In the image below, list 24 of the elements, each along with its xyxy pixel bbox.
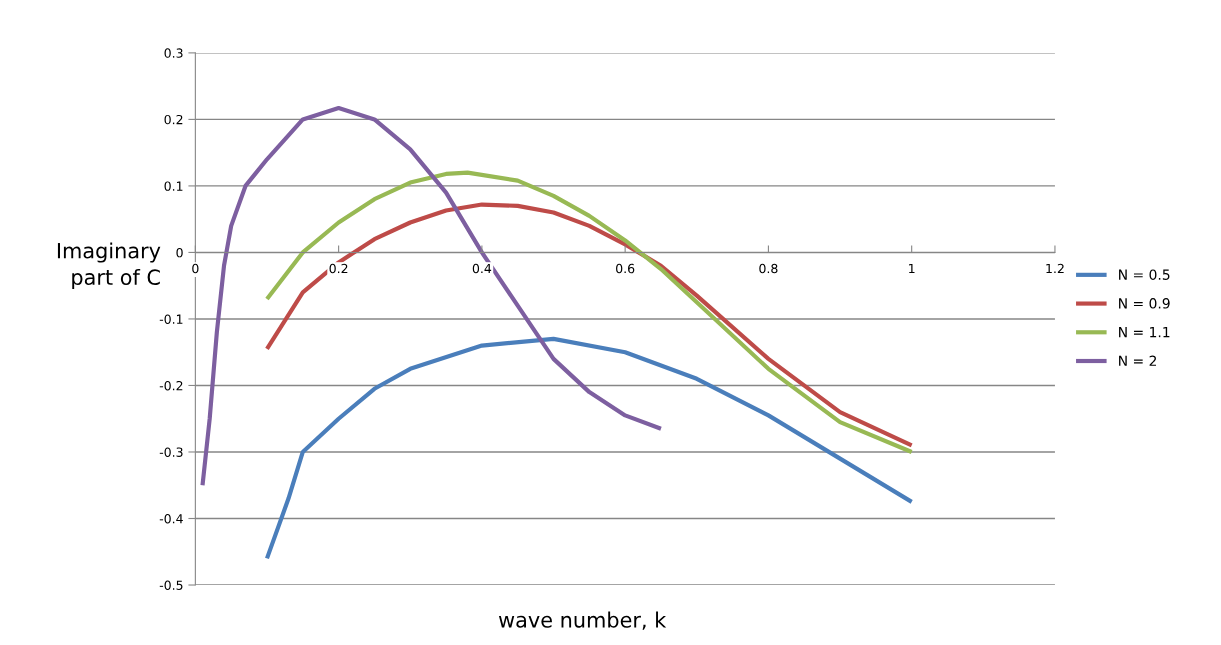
x-tick-label: 0.8 (759, 263, 778, 274)
y-tick-label: -0.2 (159, 380, 183, 391)
y-tick-label: -0.3 (159, 447, 183, 457)
x-tick-label: 0.6 (616, 263, 635, 274)
y-tick-label: 0.2 (164, 114, 183, 125)
legend-label: N = 0.9 (1119, 298, 1170, 309)
y-axis-title: Imaginary part of C (57, 242, 161, 290)
legend-label: N = 1.1 (1119, 327, 1170, 338)
x-axis-title: wave number, k (498, 611, 667, 630)
y-tick-label: -0.1 (159, 314, 183, 324)
y-tick-label: -0.4 (159, 513, 183, 524)
x-tick-label: 0.2 (329, 263, 348, 274)
line-series (264, 336, 914, 561)
y-tick-label: 0 (176, 247, 183, 258)
x-tick-label: 0.4 (472, 263, 492, 274)
y-tick-label: -0.5 (159, 580, 183, 590)
x-tick-label: 0 (192, 263, 199, 274)
x-tick-label: 1 (909, 263, 915, 274)
y-tick-label: 0.1 (164, 181, 183, 191)
line-series (200, 106, 664, 488)
legend-label: N = 2 (1119, 355, 1157, 366)
y-tick-label: 0.3 (164, 48, 183, 58)
x-tick-label: 1.2 (1046, 263, 1064, 274)
legend-label: N = 0.5 (1119, 269, 1170, 280)
